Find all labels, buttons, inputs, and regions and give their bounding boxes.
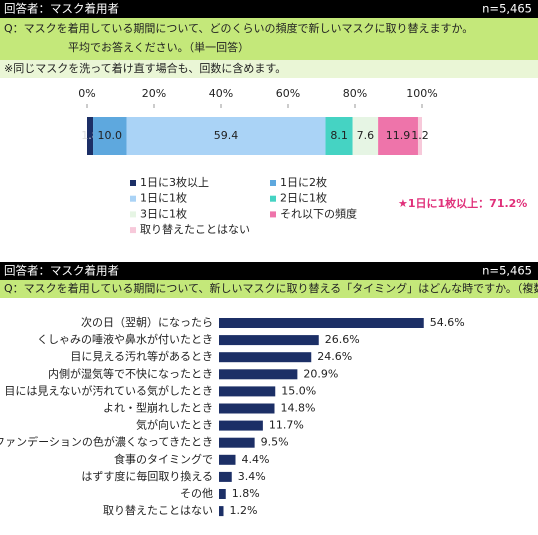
category-label: よれ・型崩れしたとき [103,401,213,415]
bar [219,403,275,414]
x-tick-label: 80% [343,87,367,100]
bar-segment [126,117,326,155]
x-tick-label: 100% [406,87,437,100]
note: ※同じマスクを洗って着け直す場合も、回数に含めます。 [4,61,286,75]
legend-swatch [130,195,136,202]
header-bar [0,0,538,18]
category-label: 付いたファンデーションの色が濃くなってきたとき [0,435,213,449]
bar-segment [87,117,94,155]
bar-segment [93,117,127,155]
category-label: 気が向いたとき [136,418,213,432]
legend-label: 3日に1枚 [140,206,187,220]
category-label: 目に見える汚れ等があるとき [70,349,213,363]
respondent: 回答者：マスク着用者 [4,264,119,278]
bar [219,386,276,397]
category-label: はずす度に毎回取り換える [81,469,213,483]
legend-swatch [270,211,276,218]
bar [219,369,298,380]
header-bar [0,262,538,280]
legend-label: それ以下の頻度 [280,206,357,220]
respondent: 回答者：マスク着用者 [4,2,119,16]
category-label: 目には見えないが汚れている気がしたとき [4,383,213,397]
bar [219,506,224,517]
legend-swatch [270,195,276,202]
data-label: 10.0 [98,129,123,142]
data-label: 8.1 [330,129,348,142]
data-label: 11.9 [386,129,411,142]
category-label: 次の日（翌朝）になったら [81,315,213,329]
x-tick-label: 40% [209,87,233,100]
bar-segment [378,117,418,155]
x-tick-label: 60% [276,87,300,100]
legend-label: 2日に1枚 [280,191,327,205]
data-label: 15.0% [281,384,316,397]
bar [219,454,236,465]
data-label: 1.2 [411,129,429,142]
bar [219,352,312,363]
legend-label: 1日に2枚 [280,175,327,189]
category-label: 取り替えたことはない [103,503,213,517]
bar [219,318,424,328]
bar-segment [325,117,353,155]
annotation: ★1日に1枚以上：71.2% [398,196,527,210]
category-label: 食事のタイミングで [114,452,213,466]
question: Q：マスクを着用している期間について、どのくらいの頻度で新しいマスクに取り替えま… [4,21,473,35]
data-label: 26.6% [325,333,360,346]
bar [219,420,263,431]
data-label: 4.4% [242,453,270,466]
data-label: 59.4 [214,129,239,142]
legend-swatch [270,180,276,186]
data-label: 11.7% [269,419,304,432]
x-tick-label: 20% [142,87,166,100]
data-label: 14.8% [281,402,316,415]
legend-swatch [130,227,136,234]
data-label: 24.6% [317,350,352,363]
category-label: くしゃみの唾液や鼻水が付いたとき [37,332,213,346]
data-label: 20.9% [303,367,338,380]
data-label: 1.8% [232,487,260,500]
sample-size: n=5,465 [482,2,532,16]
question-band [0,280,538,298]
data-label: 1.2% [230,504,258,517]
question: Q：マスクを着用している期間について、新しいマスクに取り替える「タイミング」はど… [4,281,538,295]
bar [219,437,255,448]
data-label: 3.4% [238,470,266,483]
bar-segment [417,117,422,155]
bar [219,489,226,499]
x-tick-label: 0% [78,87,95,100]
data-label: 54.6% [430,316,465,329]
data-label: 7.6 [357,129,375,142]
legend-label: 1日に3枚以上 [140,175,209,189]
data-label: 9.5% [261,436,289,449]
question-band [0,18,538,60]
category-label: その他 [180,487,213,500]
bar [219,471,232,482]
note-band [0,60,538,78]
bar [219,335,319,346]
question-sub: 平均でお答えください。（単一回答） [68,40,249,54]
legend-label: 1日に1枚 [140,191,187,205]
legend-swatch [130,211,136,218]
bar-segment [352,117,379,155]
legend-label: 取り替えたことはない [140,222,250,236]
legend-swatch [130,180,136,186]
sample-size: n=5,465 [482,264,532,278]
category-label: 内側が湿気等で不快になったとき [48,366,213,380]
